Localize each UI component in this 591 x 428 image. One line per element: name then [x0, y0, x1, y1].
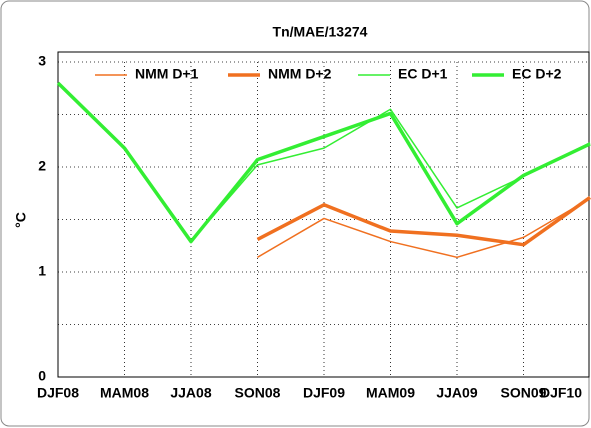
legend-label: NMM D+2 [268, 66, 332, 82]
y-tick-label: 3 [38, 53, 46, 69]
x-tick-label: MAM09 [366, 385, 415, 401]
x-tick-label: DJF08 [37, 385, 79, 401]
x-tick-label: MAM08 [100, 385, 149, 401]
y-tick-label: 1 [38, 263, 46, 279]
plot-frame [57, 51, 590, 378]
x-tick-label: DJF10 [540, 385, 582, 401]
series-line [257, 197, 591, 259]
x-tick-label: SON08 [235, 385, 281, 401]
legend-label: EC D+1 [398, 66, 448, 82]
x-tick-label: SON09 [501, 385, 547, 401]
y-axis-label: °C [13, 212, 29, 228]
chart-title: Tn/MAE/13274 [273, 24, 368, 40]
series-line [56, 81, 591, 244]
x-tick-label: JJA09 [436, 385, 477, 401]
series-line [256, 196, 591, 247]
y-tick-label: 0 [38, 368, 46, 384]
legend-label: NMM D+1 [135, 66, 199, 82]
y-tick-label: 2 [38, 158, 46, 174]
legend-label: EC D+2 [512, 66, 562, 82]
x-tick-label: JJA08 [170, 385, 211, 401]
x-tick-label: DJF09 [303, 385, 345, 401]
